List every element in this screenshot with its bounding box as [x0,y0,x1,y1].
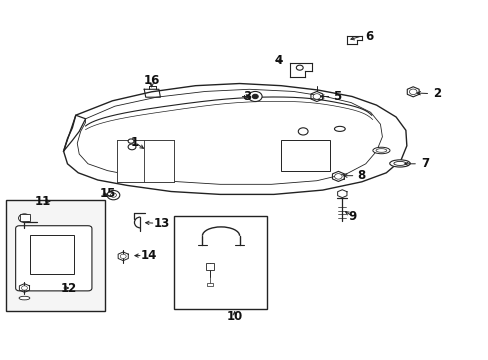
Ellipse shape [372,147,389,154]
Circle shape [296,65,303,70]
Ellipse shape [389,160,409,167]
Text: 4: 4 [274,54,282,67]
Circle shape [22,216,27,220]
Bar [117,140,173,182]
Circle shape [334,174,342,179]
Text: 14: 14 [141,249,157,262]
Text: 8: 8 [357,169,365,182]
Bar [281,140,329,171]
Text: 2: 2 [433,87,441,100]
Ellipse shape [19,296,30,300]
Bar [206,263,214,270]
Circle shape [128,144,136,150]
Text: 13: 13 [153,217,169,230]
Circle shape [107,190,120,200]
Bar [30,235,74,274]
Circle shape [21,286,27,290]
Text: 5: 5 [333,90,341,103]
Text: 3: 3 [243,90,250,103]
Text: 12: 12 [60,282,77,294]
Text: 6: 6 [365,30,372,42]
Circle shape [298,128,307,135]
Circle shape [120,254,126,258]
Text: 10: 10 [226,310,243,323]
Circle shape [408,89,416,95]
Circle shape [19,214,30,222]
Text: 1: 1 [130,136,138,149]
Text: 11: 11 [35,195,51,208]
FancyBboxPatch shape [16,226,92,291]
Text: 9: 9 [347,210,355,222]
Bar [207,283,213,286]
Text: 15: 15 [99,187,116,200]
Bar [20,214,30,221]
Text: 16: 16 [143,75,160,87]
Circle shape [252,94,258,99]
Bar [144,140,173,182]
Bar [6,200,105,311]
Circle shape [110,193,116,197]
Circle shape [248,91,262,102]
Circle shape [128,139,134,143]
Ellipse shape [334,126,345,131]
Ellipse shape [393,161,405,165]
Ellipse shape [375,149,386,152]
Circle shape [312,94,320,99]
Bar [173,216,266,309]
Bar [117,140,144,182]
Text: 7: 7 [421,157,428,170]
